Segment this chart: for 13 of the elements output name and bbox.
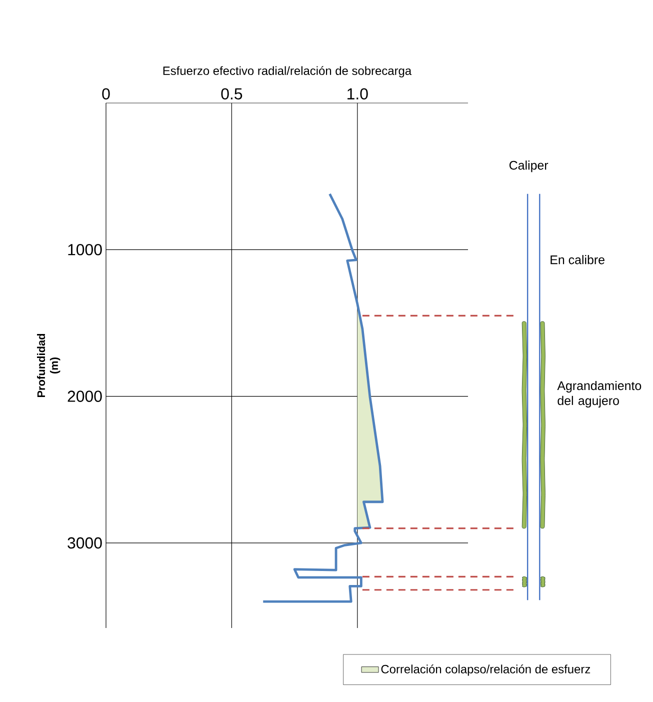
x-tick-label: 1.0 [348, 88, 368, 100]
y-axis-title: Profundidad (m) [37, 334, 60, 398]
legend-label: Correlación colapso/relación de esfuerz [381, 664, 590, 676]
text: En calibre [550, 255, 604, 264]
text: Caliper [509, 160, 548, 172]
y-tick-label: 2000 [68, 390, 102, 402]
x-tick-label: 0.5 [221, 88, 242, 100]
x-axis-title: Esfuerzo efectivo radial/relación de sobrecarga [163, 66, 412, 78]
y-tick-label: 3000 [68, 537, 102, 549]
x-tick-label: 0 [102, 88, 110, 100]
line-series [262, 192, 384, 603]
y-tick-label: 1000 [68, 244, 102, 256]
text: Agrandamiento del agujero [557, 380, 642, 408]
